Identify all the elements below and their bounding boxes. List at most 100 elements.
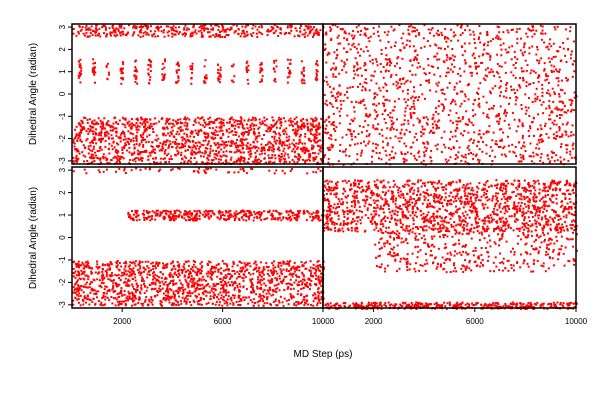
data-point bbox=[308, 156, 311, 159]
data-point bbox=[293, 160, 296, 163]
data-point bbox=[149, 122, 152, 125]
data-point bbox=[215, 126, 218, 129]
data-point bbox=[559, 162, 562, 165]
data-point bbox=[486, 75, 489, 78]
data-point bbox=[296, 121, 299, 123]
data-point bbox=[482, 141, 484, 143]
data-point bbox=[484, 79, 487, 82]
data-point bbox=[360, 29, 362, 32]
data-point bbox=[288, 135, 291, 138]
data-point bbox=[280, 269, 283, 272]
data-point bbox=[405, 129, 408, 132]
data-point bbox=[123, 147, 126, 149]
data-point bbox=[316, 126, 319, 129]
data-point bbox=[87, 298, 90, 301]
data-point bbox=[406, 39, 409, 42]
data-point bbox=[435, 32, 438, 35]
data-point bbox=[271, 143, 274, 146]
data-point bbox=[87, 28, 90, 31]
data-point bbox=[115, 149, 118, 151]
data-point bbox=[353, 110, 356, 113]
data-point bbox=[374, 95, 377, 98]
data-point bbox=[316, 291, 319, 294]
data-point bbox=[137, 301, 140, 304]
data-point bbox=[556, 159, 559, 162]
data-point bbox=[571, 144, 574, 147]
data-point bbox=[195, 296, 198, 299]
data-point bbox=[273, 161, 276, 164]
data-point bbox=[270, 303, 272, 306]
data-point bbox=[258, 26, 261, 29]
data-point bbox=[572, 40, 575, 43]
data-point bbox=[550, 57, 553, 60]
data-point bbox=[299, 141, 302, 144]
data-point bbox=[436, 58, 439, 61]
data-point bbox=[144, 124, 147, 127]
data-point bbox=[425, 73, 427, 76]
data-point bbox=[317, 144, 319, 147]
data-point bbox=[219, 143, 222, 146]
data-point bbox=[158, 120, 161, 123]
data-point bbox=[516, 28, 519, 31]
data-point bbox=[455, 120, 458, 123]
data-point bbox=[165, 298, 168, 301]
data-point bbox=[491, 139, 494, 142]
data-point bbox=[285, 210, 288, 213]
data-point bbox=[123, 293, 126, 296]
data-point bbox=[446, 36, 449, 39]
data-point bbox=[302, 118, 305, 120]
data-point bbox=[177, 288, 180, 291]
data-point bbox=[130, 153, 133, 156]
data-point bbox=[407, 28, 410, 31]
data-point bbox=[88, 27, 91, 30]
data-point bbox=[98, 32, 100, 35]
data-point bbox=[565, 148, 568, 151]
data-point bbox=[115, 265, 118, 268]
data-point bbox=[373, 70, 376, 73]
data-point bbox=[95, 265, 98, 268]
data-point bbox=[275, 304, 278, 307]
data-point bbox=[529, 29, 532, 32]
data-point bbox=[450, 148, 453, 151]
data-point bbox=[377, 35, 380, 37]
data-point bbox=[193, 157, 196, 159]
data-point bbox=[133, 262, 136, 265]
data-point bbox=[468, 148, 471, 151]
data-point bbox=[158, 281, 161, 284]
data-point bbox=[423, 72, 426, 75]
data-point bbox=[298, 138, 301, 141]
data-point bbox=[368, 40, 371, 43]
data-point bbox=[169, 288, 172, 291]
data-point bbox=[140, 284, 143, 287]
data-point bbox=[216, 134, 219, 137]
data-point bbox=[312, 147, 314, 150]
data-point bbox=[145, 26, 148, 29]
data-point bbox=[227, 268, 230, 271]
data-point bbox=[79, 287, 81, 290]
data-point bbox=[130, 126, 133, 129]
data-point bbox=[475, 154, 477, 157]
data-point bbox=[205, 74, 208, 77]
data-point bbox=[571, 75, 574, 78]
data-point bbox=[165, 277, 168, 280]
data-point bbox=[222, 154, 225, 157]
data-point bbox=[201, 34, 204, 37]
data-point bbox=[300, 79, 303, 82]
data-point bbox=[330, 39, 333, 41]
data-point bbox=[122, 77, 125, 80]
data-point bbox=[185, 140, 188, 143]
data-point bbox=[310, 124, 313, 127]
data-point bbox=[211, 133, 214, 136]
data-point bbox=[238, 144, 241, 147]
data-point bbox=[553, 91, 556, 94]
data-point bbox=[250, 291, 252, 294]
data-point bbox=[353, 130, 355, 133]
data-point bbox=[492, 70, 495, 73]
data-point bbox=[201, 287, 204, 290]
data-point bbox=[285, 269, 288, 272]
data-point bbox=[197, 147, 200, 150]
data-point bbox=[572, 142, 575, 145]
data-point bbox=[138, 218, 141, 221]
data-point bbox=[242, 134, 245, 137]
data-point bbox=[510, 29, 513, 31]
